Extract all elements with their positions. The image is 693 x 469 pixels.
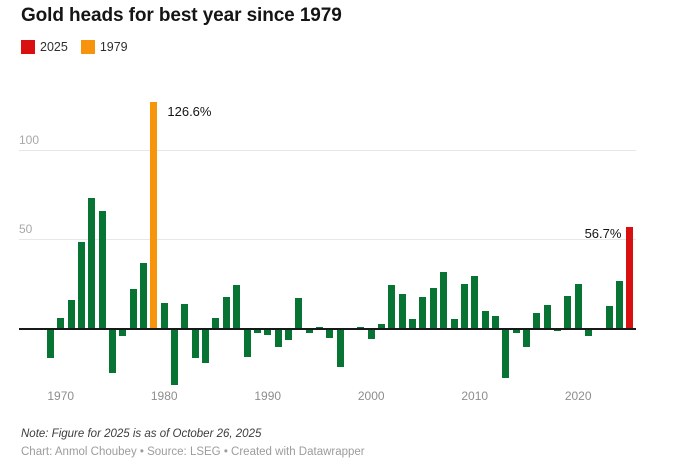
legend: 2025 1979 xyxy=(21,40,128,54)
bar-1996 xyxy=(326,329,334,338)
bar-1976 xyxy=(119,329,127,336)
chart-title: Gold heads for best year since 1979 xyxy=(21,5,342,26)
annotation-1979: 126.6% xyxy=(167,104,212,120)
bar-2015 xyxy=(522,329,530,348)
bar-2007 xyxy=(440,272,448,329)
bar-1995 xyxy=(315,326,323,329)
bar-1993 xyxy=(295,298,303,329)
bar-2023 xyxy=(605,305,613,329)
bar-1992 xyxy=(284,329,292,341)
bar-2018 xyxy=(554,329,561,332)
bar-1975 xyxy=(108,329,116,374)
credit-text: Chart: Anmol Choubey • Source: LSEG • Cr… xyxy=(21,446,365,458)
x-axis-label-1980: 1980 xyxy=(150,389,178,403)
bar-2020 xyxy=(574,283,582,329)
bar-1991 xyxy=(274,329,282,347)
bar-2013 xyxy=(502,329,510,379)
legend-item-1979: 1979 xyxy=(80,40,128,54)
bar-2021 xyxy=(585,329,593,337)
bar-1980 xyxy=(160,302,168,329)
bar-1987 xyxy=(233,284,241,329)
bar-1970 xyxy=(57,318,65,329)
note-text: Note: Figure for 2025 is as of October 2… xyxy=(21,428,262,440)
x-axis-label-1970: 1970 xyxy=(47,389,75,403)
bar-2004 xyxy=(409,318,417,329)
x-axis-label-1990: 1990 xyxy=(254,389,282,403)
bar-2025 xyxy=(626,227,634,329)
bar-1984 xyxy=(202,329,210,364)
bar-2014 xyxy=(512,329,520,333)
bar-1973 xyxy=(88,198,96,329)
bar-1972 xyxy=(77,241,85,329)
annotation-2025: 56.7% xyxy=(584,226,622,242)
bar-1990 xyxy=(264,329,272,336)
bar-2012 xyxy=(491,316,499,329)
bar-2005 xyxy=(419,296,427,329)
bar-2001 xyxy=(378,323,386,329)
y-axis-label-100: 100 xyxy=(19,132,40,147)
bar-2003 xyxy=(398,293,406,329)
bar-2017 xyxy=(543,304,551,329)
bar-1974 xyxy=(98,210,106,329)
bar-1985 xyxy=(212,317,220,329)
legend-label-1979: 1979 xyxy=(99,40,128,54)
bar-2024 xyxy=(616,280,624,329)
bar-1989 xyxy=(253,329,261,334)
bar-2006 xyxy=(429,287,437,329)
bar-1988 xyxy=(243,329,251,358)
legend-item-2025: 2025 xyxy=(21,40,68,54)
legend-swatch-1979 xyxy=(80,40,95,54)
bar-2009 xyxy=(460,284,468,329)
bar-1997 xyxy=(336,329,344,367)
bar-1971 xyxy=(67,299,75,329)
x-axis-baseline xyxy=(19,328,636,330)
bar-1969 xyxy=(46,329,54,358)
y-axis-label-50: 50 xyxy=(19,222,33,237)
bar-2010 xyxy=(471,275,479,329)
bar-1978 xyxy=(140,262,148,329)
bar-1982 xyxy=(181,303,189,329)
bar-1977 xyxy=(129,288,137,329)
gridline-50 xyxy=(19,239,636,241)
gridline-100 xyxy=(19,149,636,151)
legend-swatch-2025 xyxy=(21,40,35,54)
legend-label-2025: 2025 xyxy=(40,40,68,54)
bar-2002 xyxy=(388,284,396,329)
bar-2016 xyxy=(533,313,541,329)
bar-1986 xyxy=(222,297,230,329)
bar-1981 xyxy=(171,329,179,386)
bar-2019 xyxy=(564,296,572,329)
x-axis-label-2010: 2010 xyxy=(461,389,489,403)
bar-2008 xyxy=(450,318,458,329)
bar-1983 xyxy=(191,329,199,359)
bar-2000 xyxy=(367,329,375,339)
x-axis-label-2020: 2020 xyxy=(564,389,592,403)
x-axis-label-2000: 2000 xyxy=(357,389,385,403)
bar-2011 xyxy=(481,310,489,329)
bar-1994 xyxy=(305,329,313,333)
bar-1979 xyxy=(150,102,158,329)
